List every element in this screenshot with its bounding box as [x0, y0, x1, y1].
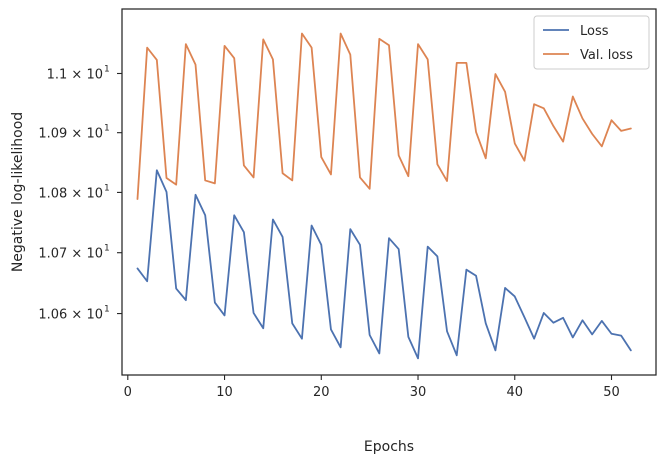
y-axis-label: Negative log-likelihood: [10, 112, 26, 272]
y-tick-label: 1.06 × 10: [38, 308, 103, 323]
plot-frame: [121, 8, 657, 376]
x-tick-label: 40: [506, 385, 523, 400]
series-line-val-loss: [136, 32, 632, 200]
y-tick-label: 1.08 × 10: [38, 186, 103, 201]
x-tick-label: 50: [603, 385, 620, 400]
y-tick-exponent: 1: [104, 124, 110, 134]
y-tick-label: 1.09 × 10: [38, 127, 103, 142]
series-line-loss: [136, 169, 632, 360]
y-axis-ticks: 1.06 × 10 11.07 × 10 11.08 × 10 11.09 × 10 1…: [38, 64, 122, 323]
y-tick-label: 1.07 × 10: [38, 247, 103, 262]
legend-label: Val. loss: [580, 48, 633, 63]
x-tick-label: 20: [313, 385, 330, 400]
x-tick-label: 0: [124, 385, 132, 400]
y-tick-label: 1.1 × 10: [47, 67, 103, 82]
x-tick-label: 30: [410, 385, 427, 400]
x-axis-label: Epochs: [364, 439, 414, 455]
y-tick-exponent: 1: [104, 244, 110, 254]
x-tick-label: 10: [216, 385, 233, 400]
legend-entries: Loss Val. loss: [543, 24, 633, 63]
y-tick-exponent: 1: [104, 305, 110, 315]
y-tick-exponent: 1: [104, 183, 110, 193]
series-layer: [136, 32, 632, 360]
y-tick-exponent: 1: [104, 64, 110, 74]
legend: Loss Val. loss: [533, 15, 650, 70]
legend-label: Loss: [580, 24, 609, 39]
x-axis-ticks: 0 10 20 30 40 50: [124, 375, 620, 400]
